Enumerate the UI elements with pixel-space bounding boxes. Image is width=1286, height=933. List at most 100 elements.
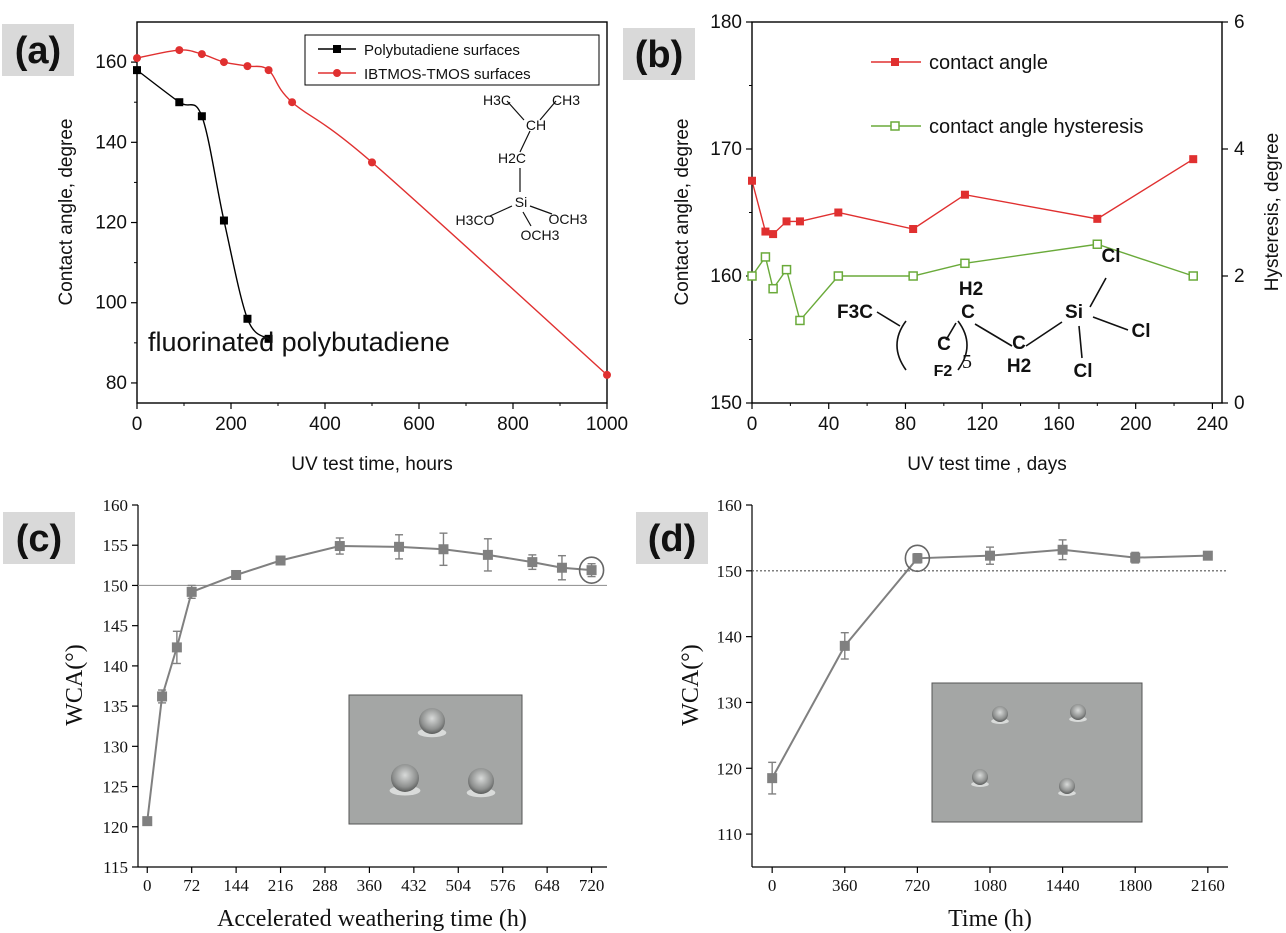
structure-label: Cl — [1132, 321, 1151, 342]
legend-swatch-marker — [333, 69, 341, 77]
x-tick-label: 288 — [312, 876, 338, 895]
data-point — [527, 557, 538, 568]
structure-label: C — [961, 302, 975, 323]
x-tick-label: 720 — [579, 876, 605, 895]
series-0 — [767, 539, 1213, 795]
structure-label: CH3 — [552, 92, 580, 108]
y-tick-label: 130 — [103, 737, 129, 756]
circled-point-highlight — [578, 556, 605, 584]
y2-tick-label: 4 — [1234, 139, 1245, 160]
series-line — [136, 69, 270, 340]
y-tick-label: 80 — [106, 373, 127, 394]
x-tick-label: 2160 — [1191, 876, 1225, 895]
plot-frame — [751, 21, 1223, 404]
y-tick-label: 160 — [717, 496, 743, 515]
x-tick-label: 800 — [497, 414, 529, 435]
structure-label: C — [937, 334, 951, 355]
x-tick-label: 504 — [446, 876, 472, 895]
panel-tag: (b) — [623, 28, 695, 80]
data-point — [171, 642, 182, 653]
structure-label: 5 — [962, 351, 972, 373]
y2-tick-label: 6 — [1234, 12, 1245, 33]
y-tick-label: 140 — [103, 657, 129, 676]
data-point — [288, 98, 297, 107]
water-droplet — [419, 708, 445, 734]
data-point — [133, 54, 141, 63]
y2-tick-label: 2 — [1234, 266, 1245, 287]
x-tick-label: 576 — [490, 876, 516, 895]
water-droplet — [992, 706, 1008, 722]
x-tick-label: 0 — [143, 876, 152, 895]
x-tick-label: 72 — [183, 876, 200, 895]
x-tick-label: 432 — [401, 876, 427, 895]
panel-tag-label: (c) — [16, 518, 62, 560]
data-point — [334, 541, 345, 552]
x-tick-label: 0 — [747, 414, 758, 435]
structure-label: H2C — [498, 150, 526, 166]
panel-tag-box — [623, 28, 695, 80]
structure-bonds — [489, 100, 557, 227]
series-0 — [748, 155, 1198, 239]
legend-swatch-marker — [890, 121, 900, 131]
x-tick-label: 200 — [1120, 414, 1152, 435]
data-point — [197, 50, 206, 59]
y-axis-label: WCA(°) — [678, 644, 704, 726]
legend-label: contact angle — [929, 52, 1048, 74]
data-point — [556, 562, 567, 573]
data-point — [231, 569, 242, 580]
series-line — [136, 49, 608, 376]
y-tick-label: 120 — [103, 818, 129, 837]
y-tick-label: 115 — [103, 858, 128, 877]
data-point — [142, 816, 153, 827]
panel-c-chart: (c) 0 72 144 216 288 360 432 504 576 648 720 115 120 1… — [3, 496, 607, 932]
panel-tag-label: (a) — [15, 30, 61, 72]
x-axis-label: Time (h) — [948, 906, 1032, 932]
data-point — [1092, 239, 1103, 249]
y-tick-label: 135 — [103, 697, 129, 716]
data-point — [908, 271, 918, 281]
inset-photo — [931, 682, 1143, 823]
x-tick-label: 120 — [966, 414, 998, 435]
legend-swatch-marker — [891, 58, 899, 66]
x-tick-label: 600 — [403, 414, 435, 435]
x-tick-label: 200 — [215, 414, 247, 435]
panel-tag-box — [2, 24, 74, 76]
series-1 — [133, 46, 611, 379]
x-tick-label: 160 — [1043, 414, 1075, 435]
x-tick-label: 80 — [895, 414, 916, 435]
y-tick-label: 160 — [95, 52, 127, 73]
data-point — [368, 158, 376, 167]
x-tick-label: 1000 — [586, 414, 628, 435]
y2-axis-label: Hysteresis, degree — [1262, 133, 1283, 291]
data-point — [985, 550, 995, 561]
data-point — [767, 773, 778, 784]
data-point — [781, 264, 792, 275]
data-point — [186, 586, 197, 597]
x-axis-label: Accelerated weathering time (h) — [217, 906, 527, 932]
legend-label: contact angle hysteresis — [929, 116, 1144, 138]
structure-label: H3CO — [456, 212, 495, 228]
y-tick-label: 150 — [103, 576, 129, 595]
x-axis-label: UV test time , days — [907, 454, 1066, 475]
data-point — [219, 216, 228, 225]
data-point — [795, 217, 804, 226]
series-0 — [142, 532, 605, 827]
y-tick-label: 120 — [95, 213, 127, 234]
panel-tag: (a) — [2, 24, 74, 76]
x-tick-label: 1080 — [973, 876, 1007, 895]
y-tick-label: 160 — [710, 266, 742, 287]
annotation-text: fluorinated polybutadiene — [148, 327, 450, 357]
structure-label: OCH3 — [521, 227, 560, 243]
y-tick-label: 170 — [710, 139, 742, 160]
water-droplet — [468, 768, 494, 794]
legend-swatch-marker — [333, 45, 341, 53]
x-tick-label: 216 — [268, 876, 294, 895]
y-tick-label: 130 — [717, 693, 743, 712]
panel-d-chart: (d) 0 360 720 1080 1440 1800 2160 110 120 130 140 15… — [636, 496, 1228, 932]
series-0 — [133, 66, 273, 343]
structure-label: F2 — [934, 363, 953, 380]
structure-label: Si — [515, 194, 527, 210]
data-point — [1188, 271, 1198, 281]
data-point — [960, 190, 969, 199]
